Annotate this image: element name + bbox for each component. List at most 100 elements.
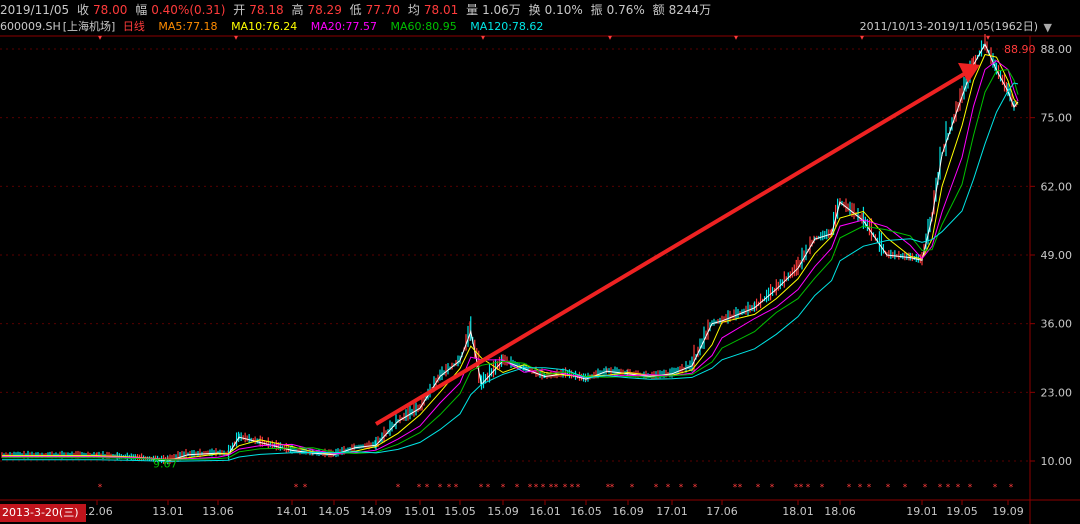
event-star-icon: *	[733, 483, 738, 493]
amount-value: 8244万	[668, 3, 712, 17]
event-star-icon: *	[956, 483, 961, 493]
event-star-icon: *	[738, 483, 743, 493]
event-star-icon: *	[654, 483, 659, 493]
turnover-value: 0.10%	[544, 3, 583, 17]
symbol: 600009.SH	[0, 20, 61, 33]
ma60-line	[2, 69, 1019, 461]
y-tick-label: 49.00	[1041, 249, 1073, 262]
event-star-icon: *	[534, 483, 539, 493]
date-range-label[interactable]: 2011/10/13-2019/11/05(1962日)	[859, 20, 1038, 33]
y-tick-label: 88.00	[1041, 43, 1073, 56]
max-price-label: 88.90	[1004, 43, 1036, 56]
event-star-icon: *	[563, 483, 568, 493]
high-value: 78.29	[307, 3, 342, 17]
event-star-icon: *	[606, 483, 611, 493]
close-label: 收	[77, 3, 90, 17]
x-tick-label: 14.05	[318, 505, 350, 518]
amp-value: 0.40%(0.31)	[151, 3, 226, 17]
event-star-icon: *	[528, 483, 533, 493]
event-star-icon: *	[515, 483, 520, 493]
event-star-icon: *	[570, 483, 575, 493]
ma-legend: 600009.SH [上海机场] 日线 MA5:77.18 MA10:76.24 …	[0, 19, 1080, 35]
trend-arrow	[374, 71, 968, 426]
swing-label: 振	[590, 3, 603, 17]
low-value: 77.70	[365, 3, 401, 17]
event-star-icon: *	[806, 483, 811, 493]
event-star-icon: *	[858, 483, 863, 493]
event-star-icon: *	[666, 483, 671, 493]
event-star-icon: *	[438, 483, 443, 493]
amount-label: 额	[652, 3, 665, 17]
open-value: 78.18	[249, 3, 284, 17]
event-star-icon: *	[938, 483, 943, 493]
event-flag-icon: ▾	[986, 33, 990, 42]
y-tick-label: 36.00	[1041, 318, 1073, 331]
event-flag-icon: ▾	[734, 33, 738, 42]
y-tick-label: 62.00	[1041, 180, 1073, 193]
event-star-icon: *	[770, 483, 775, 493]
x-tick-label: 15.01	[404, 505, 436, 518]
event-star-icon: *	[541, 483, 546, 493]
high-label: 高	[291, 3, 304, 17]
event-star-icon: *	[968, 483, 973, 493]
x-tick-label: 19.05	[946, 505, 978, 518]
avg-value: 78.01	[423, 3, 459, 17]
event-star-icon: *	[630, 483, 635, 493]
open-label: 开	[233, 3, 246, 17]
event-flag-icon: ▾	[234, 33, 238, 42]
event-star-icon: *	[756, 483, 761, 493]
event-star-icon: *	[693, 483, 698, 493]
cursor-date-box: 2013-3-20(三)	[0, 504, 86, 522]
x-tick-label: 15.05	[444, 505, 476, 518]
x-tick-label: 18.01	[782, 505, 814, 518]
event-star-icon: *	[454, 483, 459, 493]
x-tick-label: 17.01	[656, 505, 688, 518]
event-star-icon: *	[486, 483, 491, 493]
x-tick-label: 14.09	[360, 505, 392, 518]
swing-value: 0.76%	[606, 3, 645, 17]
x-tick-label: 19.01	[906, 505, 938, 518]
event-star-icon: *	[447, 483, 452, 493]
event-flag-icon: ▾	[608, 33, 612, 42]
event-star-icon: *	[549, 483, 554, 493]
event-star-icon: *	[867, 483, 872, 493]
event-star-icon: *	[903, 483, 908, 493]
event-flag-icon: ▾	[98, 33, 102, 42]
chevron-down-icon[interactable]: ▼	[1043, 21, 1052, 34]
event-star-icon: *	[679, 483, 684, 493]
event-star-icon: *	[303, 483, 308, 493]
ma60-legend: MA60:80.95	[390, 20, 457, 33]
event-star-icon: *	[1009, 483, 1014, 493]
trend-arrow-head	[958, 62, 980, 83]
low-label: 低	[349, 3, 362, 17]
y-tick-label: 23.00	[1041, 386, 1073, 399]
ma20-legend: MA20:77.57	[310, 20, 377, 33]
x-tick-label: 13.01	[152, 505, 184, 518]
vol-value: 1.06万	[482, 3, 521, 17]
period-label[interactable]: 日线	[122, 20, 145, 33]
avg-label: 均	[407, 3, 420, 17]
event-star-icon: *	[820, 483, 825, 493]
x-tick-label: 16.01	[529, 505, 561, 518]
turnover-label: 换	[528, 3, 541, 17]
x-tick-label: 18.06	[824, 505, 856, 518]
stock-name: [上海机场]	[62, 20, 116, 33]
event-star-icon: *	[501, 483, 506, 493]
min-price-label: 9.67	[153, 458, 178, 471]
event-star-icon: *	[425, 483, 430, 493]
event-star-icon: *	[610, 483, 615, 493]
amp-label: 幅	[135, 3, 148, 17]
event-flag-icon: ▾	[860, 33, 864, 42]
x-tick-label: 13.06	[202, 505, 234, 518]
event-flag-icon: ▾	[481, 33, 485, 42]
ma120-line	[2, 82, 1019, 462]
event-star-icon: *	[923, 483, 928, 493]
x-tick-label: 15.09	[487, 505, 519, 518]
event-star-icon: *	[847, 483, 852, 493]
close-value: 78.00	[93, 3, 128, 17]
x-tick-label: 16.05	[570, 505, 602, 518]
x-tick-label: 17.06	[706, 505, 738, 518]
y-tick-label: 75.00	[1041, 112, 1073, 125]
